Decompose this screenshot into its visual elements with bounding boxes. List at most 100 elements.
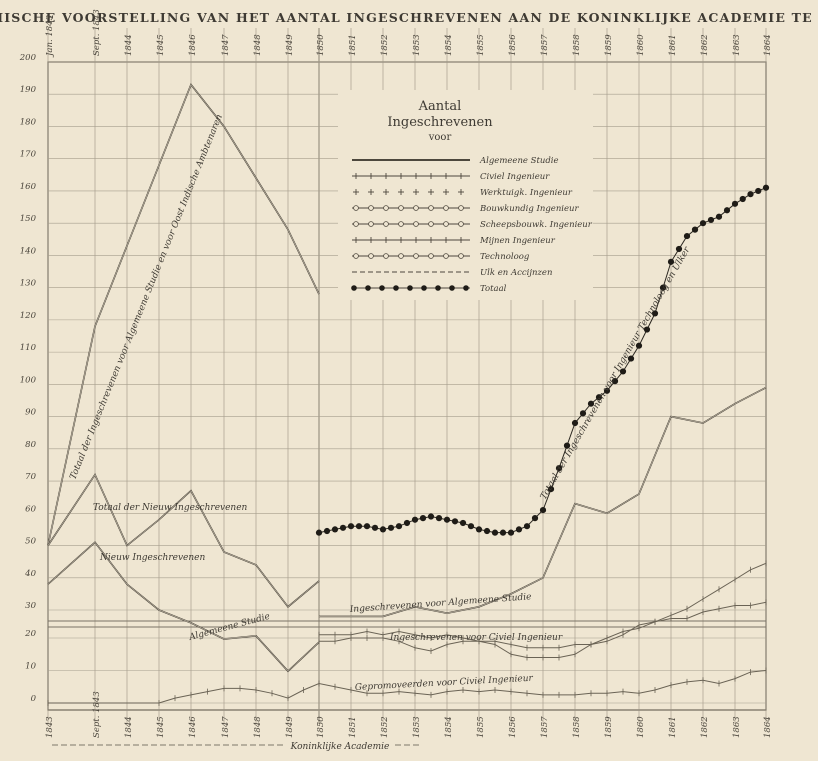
bottom-year-label: 1859: [604, 716, 614, 738]
legend-marker: [353, 221, 359, 227]
legend-marker: [353, 253, 359, 259]
series-point: [635, 342, 643, 349]
y-tick-label: 90: [25, 408, 36, 418]
series-point: [643, 326, 651, 333]
series-point: [499, 529, 507, 536]
tick-labels: Jan. 1843 Sept. 1843 1844 1845 1846 1847 1848 1…: [19, 9, 773, 746]
legend-label: Technoloog: [480, 252, 530, 262]
legend-background: [338, 90, 593, 300]
legend-marker: [428, 221, 434, 227]
bottom-year-label: 1861: [668, 716, 678, 738]
series-point: [379, 526, 387, 533]
y-tick-label: 20: [24, 629, 36, 639]
series-point: [667, 258, 675, 265]
series-point: [731, 200, 739, 207]
series-point: [539, 506, 547, 514]
legend-marker: [368, 205, 374, 211]
series-point: [675, 245, 683, 253]
series-line-inner: [319, 387, 767, 617]
series-point: [467, 523, 475, 530]
series-point: [371, 524, 379, 531]
bottom-year-label: 1849: [285, 716, 295, 738]
series-point: [483, 527, 491, 535]
legend-marker: [435, 285, 441, 291]
top-year-label: 1859: [604, 34, 614, 56]
y-tick-label: 70: [25, 472, 36, 482]
legend-marker: [398, 253, 404, 259]
top-year-label: 1845: [156, 34, 166, 56]
bottom-year-label: 1843: [45, 716, 55, 738]
top-year-label: 1851: [348, 34, 358, 56]
series-point: [339, 524, 347, 531]
legend-marker: [428, 253, 434, 259]
series-point: [627, 355, 635, 362]
line-annotation: Ingeschrevenen voor Civiel Ingenieur: [389, 633, 563, 643]
series-point: [523, 523, 531, 530]
series-point: [723, 207, 731, 214]
series-line-inner: [47, 541, 320, 672]
legend-marker: [383, 221, 389, 227]
legend-marker: [443, 253, 449, 259]
top-year-label: 1854: [444, 34, 454, 56]
top-year-label: 1844: [124, 34, 134, 56]
legend-label: Civiel Ingenieur: [480, 172, 550, 182]
legend-marker: [353, 205, 359, 211]
series-point: [323, 527, 331, 535]
legend-label: Bouwkundig Ingenieur: [479, 204, 580, 214]
series-point: [659, 284, 667, 291]
legend-marker: [413, 221, 419, 227]
series-point: [595, 394, 603, 401]
y-tick-label: 10: [25, 662, 36, 672]
bottom-year-label: Sept. 1843: [92, 691, 102, 738]
series-point: [363, 523, 371, 530]
legend-marker: [351, 285, 357, 291]
legend-marker: [398, 221, 404, 227]
series-point: [387, 524, 395, 531]
series-point: [603, 387, 611, 394]
y-tick-label: 160: [20, 182, 37, 192]
legend-marker: [407, 285, 413, 291]
series-point: [475, 526, 483, 533]
legend-heading: Aantal: [418, 99, 462, 114]
legend-marker: [368, 253, 374, 259]
legend-label: Mijnen Ingenieur: [479, 236, 556, 246]
legend-marker: [365, 285, 371, 291]
top-year-label: 1862: [700, 34, 710, 56]
series-point: [443, 516, 451, 523]
series-point: [547, 486, 555, 493]
bottom-year-label: 1848: [253, 716, 263, 738]
bottom-year-label: 1851: [348, 716, 358, 738]
bottom-year-label: 1852: [380, 716, 390, 738]
series-point: [747, 191, 754, 198]
legend-marker: [368, 221, 374, 227]
top-year-label: 1852: [380, 34, 390, 56]
legend-marker: [398, 205, 404, 211]
top-year-label: 1856: [508, 34, 518, 56]
legend-label: Werktuigk. Ingenieur: [480, 188, 573, 198]
series-point: [347, 523, 355, 530]
top-year-label: 1853: [412, 34, 422, 56]
legend-marker: [421, 285, 427, 291]
top-year-label: 1848: [253, 34, 263, 56]
legend-marker: [413, 205, 419, 211]
bottom-year-label: 1850: [316, 716, 326, 738]
top-year-label: 1849: [285, 34, 295, 56]
bottom-year-label: 1860: [636, 716, 646, 738]
legend-label: Totaal: [480, 284, 507, 294]
y-tick-label: 180: [20, 117, 37, 127]
series-point: [459, 519, 467, 527]
bottom-caption: Koninklijke Academie: [290, 742, 390, 752]
series-point: [691, 226, 699, 233]
series-group: [47, 83, 770, 706]
y-tick-label: 40: [24, 569, 36, 579]
series-point: [563, 442, 571, 449]
y-tick-label: 130: [20, 279, 37, 289]
top-year-label: Jan. 1843: [45, 15, 55, 58]
bottom-year-label: 1845: [156, 716, 166, 738]
top-year-label: Sept. 1843: [92, 9, 102, 56]
series-point: [762, 184, 770, 191]
bottom-year-label: 1856: [508, 716, 518, 738]
series-point: [427, 513, 435, 520]
